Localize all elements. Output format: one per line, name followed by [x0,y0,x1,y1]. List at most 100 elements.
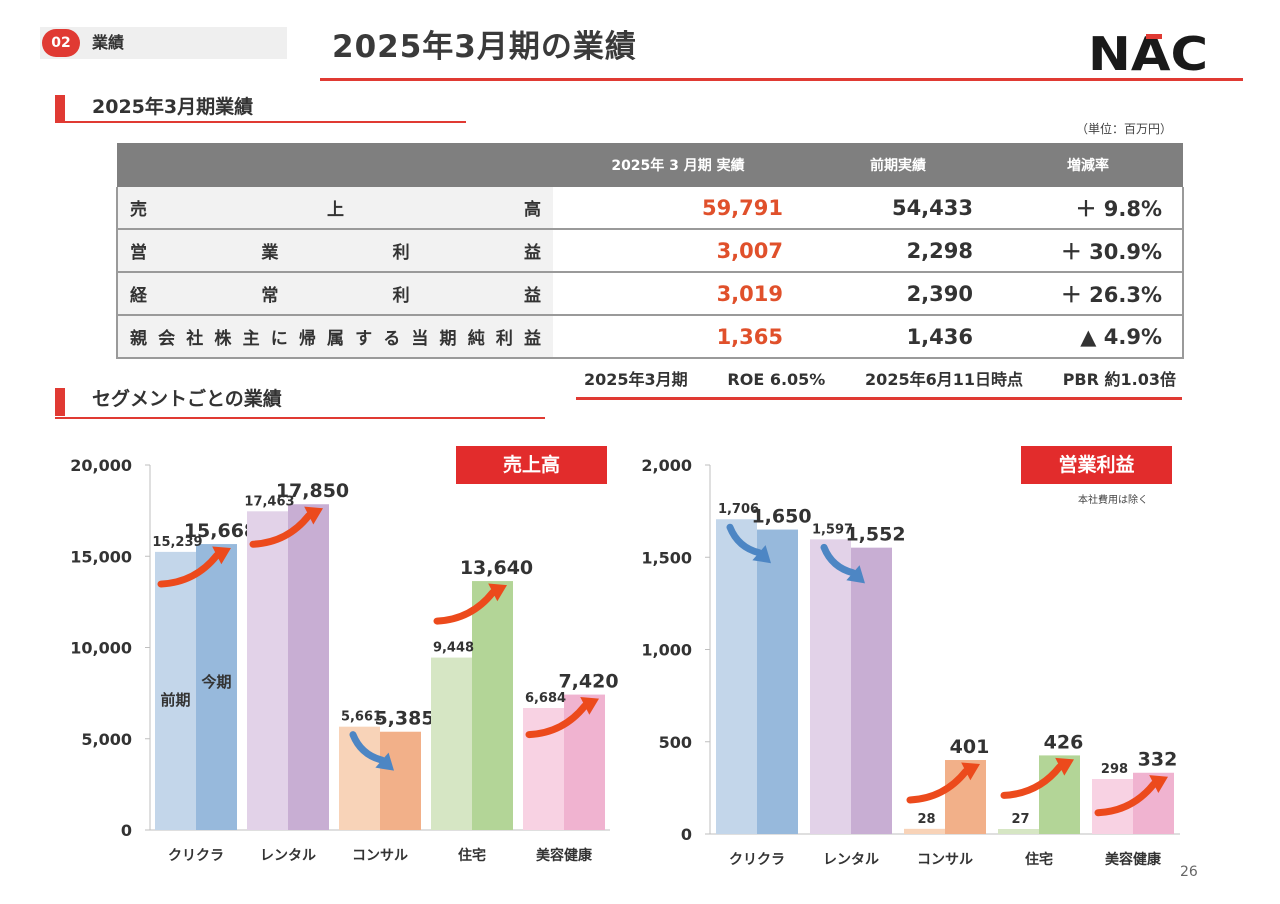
curr-value-label: 7,420 [558,671,618,693]
roe-period: 2025年3月期 [584,370,688,389]
category-label: 住宅 [458,847,486,864]
row-label-char: 営 [130,243,147,263]
row-label: 経常利益 [116,272,553,316]
performance-table: 2025年 3 月期 実績 前期実績 増減率 売 上 高 59,791 54,433 ＋ … [116,143,1184,359]
curr-value-label: 426 [1044,731,1084,753]
row-label: 親会社株主に帰属する当期純利益 [116,315,553,359]
prev-value-label: 6,684 [525,691,566,706]
table-row: 営 業 利 益 3,007 2,298 ＋ 30.9% [116,229,1184,273]
category-label: 美容健康 [1105,851,1162,868]
y-tick-label: 1,000 [641,641,692,660]
table-row: 親会社株主に帰属する当期純利益 1,365 1,436 ▲ 4.9% [116,315,1184,359]
company-logo: NAC [1088,30,1208,74]
row-label-char: す [355,329,373,349]
row-label-char: 利 [495,329,513,349]
bar-prev-2 [904,828,945,834]
y-tick-label: 500 [659,733,692,752]
prev-value-label: 28 [917,812,935,827]
change-rate: ＋ 9.8% [993,187,1184,230]
table-row: 売 上 高 59,791 54,433 ＋ 9.8% [116,187,1184,230]
bar-prev-3 [998,829,1039,834]
category-label: 美容健康 [536,847,593,864]
current-value: 3,019 [553,272,803,316]
curr-value-label: 1,650 [751,506,811,528]
y-tick-label: 0 [121,821,132,840]
row-label-char: 益 [523,286,541,306]
change-rate: ＋ 26.3% [993,272,1184,316]
row-label-char: 売 [130,200,147,220]
table-header-row: 2025年 3 月期 実績 前期実績 増減率 [117,143,1183,187]
row-label-char: 益 [523,329,541,349]
prev-value-label: 1,706 [718,502,759,517]
previous-value: 1,436 [803,315,993,359]
roe-value: ROE 6.05% [727,370,826,389]
table-section-heading: 2025年3月期業績 [92,96,254,118]
category-label: レンタル [260,848,316,864]
bar-prev-3 [431,657,472,830]
row-label-char: 業 [261,243,279,263]
row-label-char: 帰 [298,329,316,349]
row-label: 売上高 [116,187,553,230]
trend-up-arrow [525,697,599,739]
category-label: 住宅 [1025,851,1053,868]
category-label: コンサル [352,848,408,864]
previous-value: 54,433 [803,187,993,230]
row-label-char: 当 [411,329,429,349]
op-chart-title: 営業利益 [1021,446,1172,484]
roe-pbr-line: 2025年3月期 ROE 6.05% 2025年6月11日時点 PBR 約1.0… [578,367,1182,393]
title-underline [320,78,1243,81]
bar-curr-4 [564,694,605,830]
prev-value-label: 15,239 [152,535,202,550]
trend-down-arrow [349,731,394,771]
op-chart-note: 本社費用は除く [1078,495,1148,506]
change-rate: ▲ 4.9% [993,315,1184,359]
trend-up-arrow [1000,757,1074,799]
y-tick-label: 10,000 [70,639,132,658]
trend-down-arrow [726,523,771,564]
prev-value-label: 17,463 [244,494,294,509]
section-number-badge: 02 [42,29,80,57]
curr-value-label: 17,850 [276,480,349,502]
section-label: 業績 [92,33,125,52]
page-title: 2025年3月期の業績 [332,29,637,65]
bar-curr-0 [757,529,798,834]
row-label-char: 経 [130,286,147,306]
table-header-cell: 前期実績 [803,143,993,187]
trend-up-arrow [433,583,507,625]
pbr-date: 2025年6月11日時点 [865,370,1023,389]
row-label-char: 会 [158,329,176,349]
curr-value-label: 1,552 [845,524,905,546]
table-header-cell: 増減率 [993,143,1183,187]
category-label: クリクラ [729,852,785,868]
y-tick-label: 20,000 [70,456,132,475]
current-value: 3,007 [553,229,803,273]
y-tick-label: 5,000 [81,730,132,749]
prev-value-label: 1,597 [812,522,853,537]
curr-value-label: 401 [950,736,990,758]
legend-prev: 前期 [160,691,190,709]
row-label-char: 上 [327,200,344,220]
row-label-char: 利 [392,243,410,263]
bar-prev-1 [247,511,288,830]
category-label: コンサル [917,852,973,868]
change-rate: ＋ 30.9% [993,229,1184,273]
row-label-char: 常 [261,286,279,306]
row-label-char: 益 [523,243,541,263]
row-label-char: 社 [186,329,204,349]
table-row: 経 常 利 益 3,019 2,390 ＋ 26.3% [116,272,1184,316]
unit-label: （単位：百万円） [1076,122,1173,136]
segment-heading-underline [55,417,545,419]
curr-value-label: 13,640 [460,557,533,579]
segment-section-heading: セグメントごとの業績 [92,388,282,410]
pbr-value: PBR 約1.03倍 [1062,370,1176,389]
bar-prev-0 [155,551,196,830]
segment-heading-bar [55,388,65,416]
previous-value: 2,390 [803,272,993,316]
prev-value-label: 9,448 [433,641,474,656]
page-number: 26 [1180,864,1198,880]
bar-prev-0 [716,519,757,834]
curr-value-label: 15,668 [184,520,257,542]
row-label-char: 属 [326,329,344,349]
